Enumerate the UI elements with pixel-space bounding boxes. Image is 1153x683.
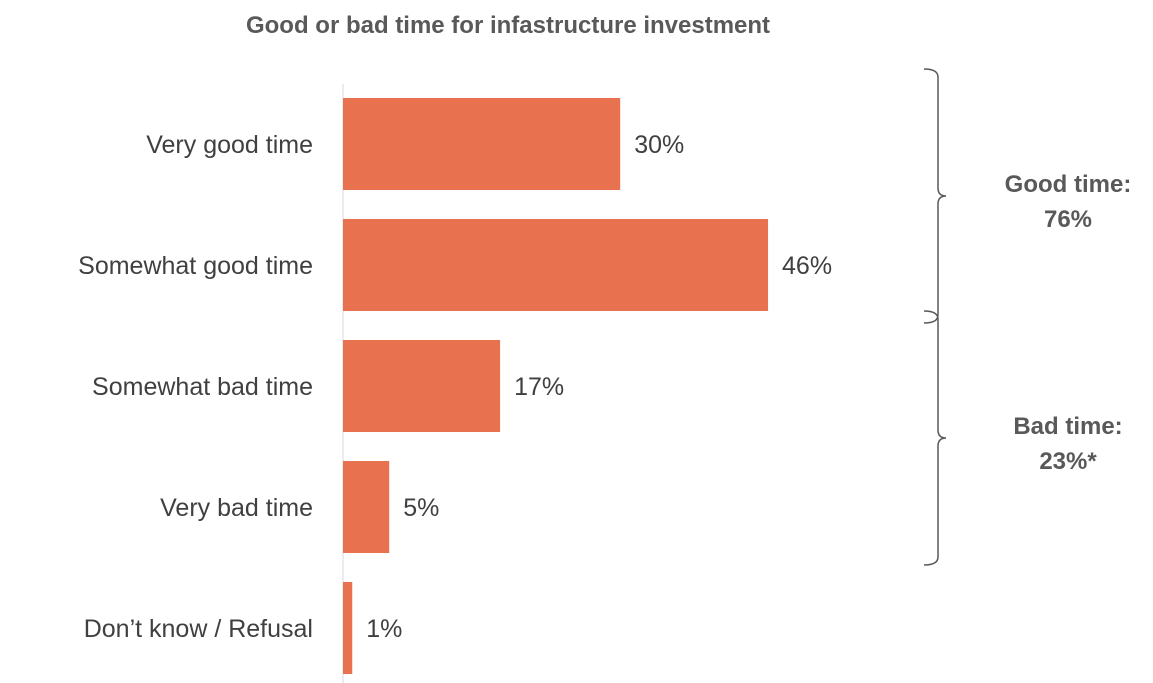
value-label: 46%: [782, 252, 832, 280]
category-label: Somewhat good time: [78, 252, 313, 280]
category-label: Very bad time: [160, 494, 313, 522]
bar-4: [343, 461, 390, 553]
value-label: 5%: [403, 494, 439, 522]
category-label: Somewhat bad time: [92, 373, 313, 401]
group-brace: [923, 68, 947, 324]
category-label: Don’t know / Refusal: [84, 615, 313, 643]
group-label: Good time:: [1005, 171, 1132, 198]
value-label: 17%: [514, 373, 564, 401]
bar-1: [343, 98, 621, 190]
group-brace: [923, 310, 947, 566]
group-braces: Good time: 76% Bad time: 23%*: [923, 68, 1132, 566]
category-label: Very good time: [146, 131, 313, 159]
group-label: Bad time:: [1013, 413, 1122, 440]
group-value: 76%: [1044, 206, 1092, 233]
bar-5: [343, 582, 353, 674]
bar-2: [343, 219, 769, 311]
bar-3: [343, 340, 501, 432]
group-value: 23%*: [1039, 448, 1097, 475]
bars-group: Very good time 30% Somewhat good time 46% So…: [78, 98, 832, 674]
value-label: 1%: [366, 615, 402, 643]
chart-title: Good or bad time for infastructure inves…: [246, 12, 770, 39]
value-label: 30%: [634, 131, 684, 159]
